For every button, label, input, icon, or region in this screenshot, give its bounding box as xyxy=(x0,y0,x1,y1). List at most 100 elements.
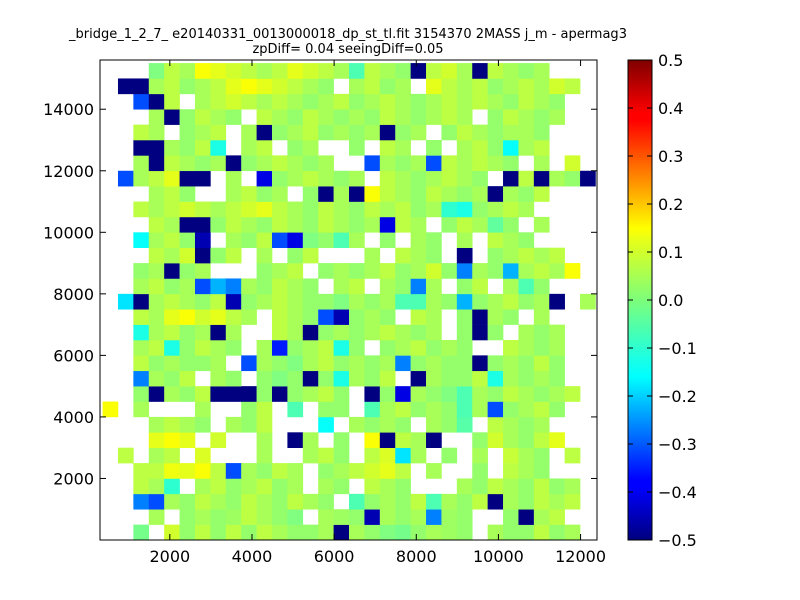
heatmap-cell xyxy=(302,293,319,310)
heatmap-cell xyxy=(272,155,288,172)
heatmap-cell xyxy=(148,355,165,372)
heatmap-cell xyxy=(148,170,165,187)
heatmap-cell xyxy=(333,170,350,187)
heatmap-cell xyxy=(533,155,550,172)
heatmap-cell xyxy=(441,109,458,125)
heatmap-cell xyxy=(179,463,196,479)
heatmap-cell xyxy=(503,340,519,356)
heatmap-cell xyxy=(164,247,180,264)
heatmap-cell xyxy=(364,263,381,279)
heatmap-cell xyxy=(533,478,550,495)
heatmap-cell xyxy=(287,201,304,218)
heatmap-cell xyxy=(194,155,211,172)
heatmap-cell xyxy=(225,155,242,172)
heatmap-cell xyxy=(456,78,473,95)
heatmap-cell xyxy=(179,232,196,248)
heatmap-cell xyxy=(410,493,427,510)
heatmap-cell xyxy=(302,355,319,372)
heatmap-cell xyxy=(194,309,211,325)
heatmap-cell xyxy=(472,401,488,418)
heatmap-cell xyxy=(349,170,365,187)
heatmap-cell xyxy=(333,524,350,541)
heatmap-cell xyxy=(441,93,458,110)
heatmap-cell xyxy=(364,370,381,387)
heatmap-cell xyxy=(364,416,381,433)
heatmap-cell xyxy=(133,324,150,341)
heatmap-cell xyxy=(426,340,442,356)
heatmap-cell xyxy=(503,493,519,510)
heatmap-cell xyxy=(133,463,150,479)
heatmap-cell xyxy=(194,140,211,156)
heatmap-cell xyxy=(256,170,273,187)
heatmap-cell xyxy=(272,263,288,279)
heatmap-cell xyxy=(487,493,504,510)
heatmap-cell xyxy=(333,463,350,479)
heatmap-cell xyxy=(302,309,319,325)
heatmap-cell xyxy=(164,370,180,387)
heatmap-cell xyxy=(364,63,381,79)
heatmap-cell xyxy=(241,463,257,479)
heatmap-cell xyxy=(364,509,381,525)
heatmap-cell xyxy=(395,493,411,510)
heatmap-cell xyxy=(533,109,550,125)
heatmap-cell xyxy=(379,216,396,233)
heatmap-cell xyxy=(225,247,242,264)
heatmap-cell xyxy=(503,170,519,187)
heatmap-cell xyxy=(164,324,180,341)
heatmap-cell xyxy=(318,78,334,95)
heatmap-cell xyxy=(426,170,442,187)
heatmap-cell xyxy=(349,355,365,372)
heatmap-cell xyxy=(318,447,334,464)
heatmap-cell xyxy=(533,186,550,202)
heatmap-cell xyxy=(564,263,581,279)
heatmap-cell xyxy=(533,447,550,464)
heatmap-cell xyxy=(318,124,334,141)
plot-area: 2000 4000 6000 8000 10000 12000 2000 4000 6000 8… xyxy=(43,59,606,566)
heatmap-cell xyxy=(379,93,396,110)
heatmap-cell xyxy=(549,401,565,418)
heatmap-cell xyxy=(533,170,550,187)
heatmap-cell xyxy=(426,109,442,125)
heatmap-cell xyxy=(287,78,304,95)
heatmap-cell xyxy=(533,216,550,233)
heatmap-cell xyxy=(148,416,165,433)
heatmap-cell xyxy=(241,140,257,156)
heatmap-cell xyxy=(441,493,458,510)
y-tick-label: 8000 xyxy=(53,285,94,304)
heatmap-cell xyxy=(549,324,565,341)
heatmap-cell xyxy=(379,170,396,187)
heatmap-cell xyxy=(533,432,550,448)
heatmap-cell xyxy=(302,216,319,233)
heatmap-cell xyxy=(256,355,273,372)
heatmap-cell xyxy=(518,432,535,448)
heatmap-cell xyxy=(456,493,473,510)
heatmap-cell xyxy=(549,493,565,510)
x-tick-label: 8000 xyxy=(396,547,437,566)
heatmap-cell xyxy=(272,386,288,402)
heatmap-cell xyxy=(272,109,288,125)
heatmap-cell xyxy=(349,63,365,79)
heatmap-cell xyxy=(487,370,504,387)
heatmap-cell xyxy=(148,340,165,356)
heatmap-cell xyxy=(210,278,227,295)
heatmap-cell xyxy=(426,370,442,387)
heatmap-cell xyxy=(518,278,535,295)
heatmap-cell xyxy=(456,263,473,279)
heatmap-cell xyxy=(179,155,196,172)
heatmap-cell xyxy=(225,201,242,218)
heatmap-cell xyxy=(564,78,581,95)
heatmap-cell xyxy=(472,386,488,402)
heatmap-cell xyxy=(456,170,473,187)
heatmap-cell xyxy=(518,63,535,79)
heatmap-cell xyxy=(318,355,334,372)
heatmap-cell xyxy=(533,340,550,356)
heatmap-cell xyxy=(426,355,442,372)
heatmap-cell xyxy=(194,93,211,110)
heatmap-cell xyxy=(487,401,504,418)
heatmap-cell xyxy=(241,93,257,110)
heatmap-cell xyxy=(410,124,427,141)
heatmap-cell xyxy=(241,278,257,295)
heatmap-cell xyxy=(410,186,427,202)
heatmap-cell xyxy=(503,109,519,125)
